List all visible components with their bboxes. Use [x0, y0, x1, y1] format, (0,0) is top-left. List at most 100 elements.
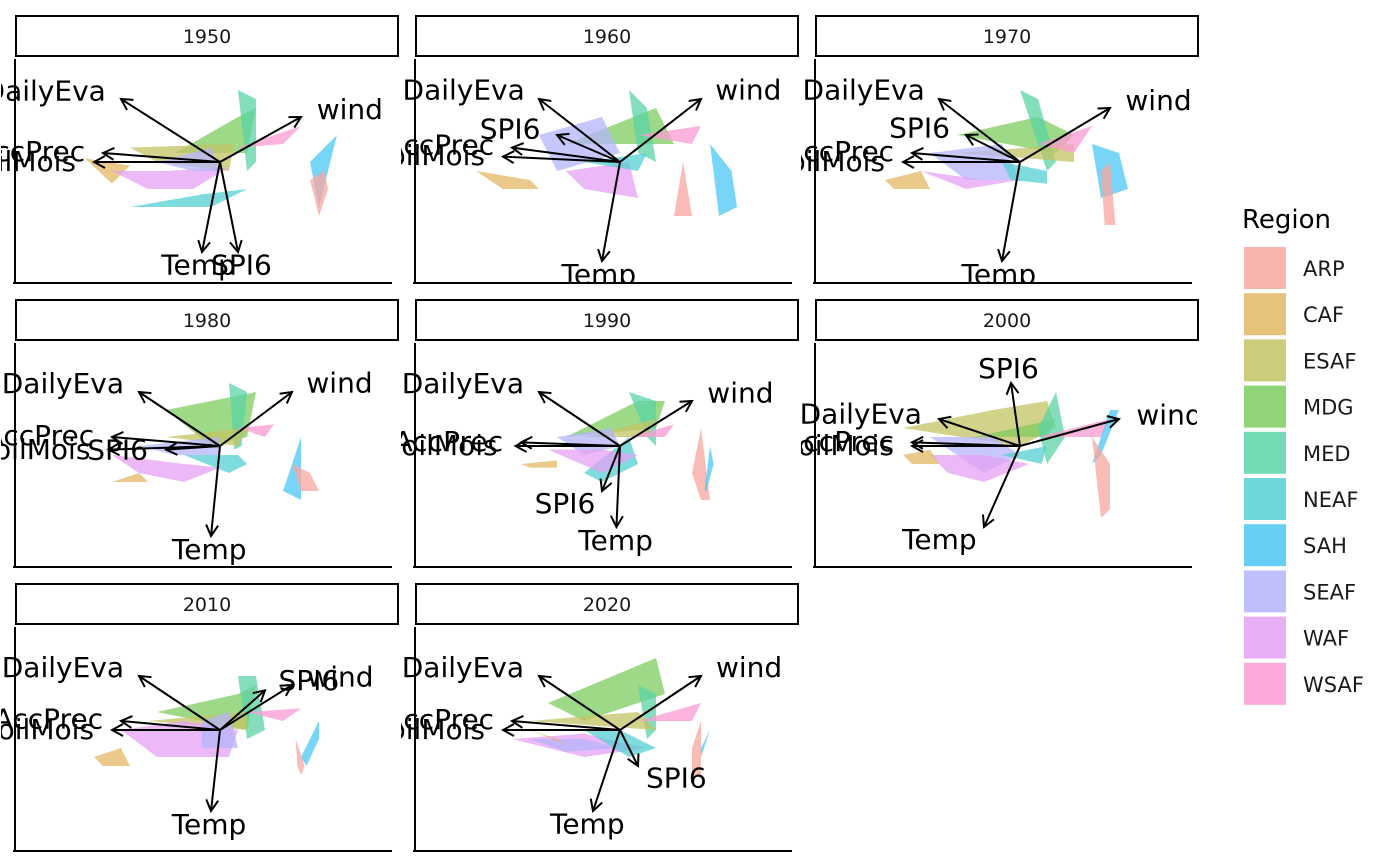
loading-label-accprec: AccPrec [785, 135, 894, 168]
facet-panels: 1950DailyEvawindAccPrecSoilMoisTempSPI61… [0, 15, 1202, 852]
legend-key-seaf [1244, 570, 1286, 613]
facet-strip-label: 1970 [983, 26, 1031, 48]
loading-label-soilmois: SoilMois [771, 145, 885, 178]
loading-label-soilmois: SoilMois [371, 139, 485, 172]
loading-arrow-temp [211, 729, 221, 811]
hull-sah [301, 721, 319, 766]
hull-sah [283, 437, 301, 500]
loading-label-wind: wind [307, 661, 373, 694]
loading-label-spi6: SPI6 [889, 112, 950, 145]
legend-key-caf [1244, 293, 1286, 336]
facet-strip [15, 15, 399, 57]
loading-label-temp: Temp [171, 533, 247, 566]
hull-caf [885, 171, 930, 189]
hull-mdg [975, 419, 1056, 437]
hull-caf [112, 473, 148, 482]
loading-label-accprec: AccPrec [0, 703, 103, 736]
loading-arrow-spi6 [219, 690, 265, 731]
loading-arrow-wind [1019, 419, 1119, 447]
hull-sah [710, 144, 737, 216]
loading-arrow-accprec [112, 437, 221, 447]
legend-key-mdg [1244, 385, 1286, 428]
hull-wsaf [238, 424, 274, 437]
loading-arrow-temp [593, 729, 621, 811]
hull-arp [310, 171, 328, 216]
legend-label-wsaf: WSAF [1303, 673, 1364, 697]
legend-key-esaf [1244, 339, 1286, 382]
loading-label-dailyeva: DailyEva [0, 75, 106, 108]
loading-arrow-dailyeva [121, 99, 221, 163]
legend-title: Region [1242, 205, 1331, 235]
loading-arrow-dailyeva [139, 676, 221, 731]
loading-arrow-temp [616, 445, 620, 527]
hull-arp [1101, 162, 1116, 225]
loading-label-dailyeva: DailyEva [403, 73, 525, 106]
facet-strip [15, 583, 399, 625]
hull-sah [704, 446, 714, 491]
loading-label-wind: wind [1125, 84, 1191, 117]
legend-label-med: MED [1303, 442, 1351, 466]
facet-strip-label: 1980 [183, 310, 231, 332]
loading-label-accprec: AccPrec [385, 129, 494, 162]
loading-label-soilmois: SoilMois [371, 713, 485, 746]
loading-label-soilmois: SoilMois [0, 713, 94, 746]
loading-label-wind: wind [1136, 398, 1202, 431]
hull-wsaf [1038, 126, 1092, 153]
loading-label-dailyeva: DailyEva [402, 651, 524, 684]
hull-wsaf [638, 126, 701, 144]
loading-arrow-wind [219, 685, 292, 731]
loading-label-dailyeva: DailyEva [2, 367, 124, 400]
legend-key-arp [1244, 247, 1286, 289]
hull-caf [94, 748, 130, 766]
loading-arrow-temp [602, 161, 621, 261]
loading-label-soilmois: SoilMois [0, 433, 90, 466]
hull-seaf [139, 437, 220, 455]
loading-label-spi6: SPI6 [480, 113, 541, 146]
legend-label-arp: ARP [1303, 257, 1345, 281]
facet-strip-label: 2010 [183, 594, 231, 616]
hull-arp [1092, 437, 1110, 518]
loading-arrow-accprec [512, 721, 621, 731]
hull-arp [692, 428, 710, 500]
hull-neaf [1002, 162, 1047, 184]
loading-arrow-wind [619, 99, 701, 163]
loading-label-wind: wind [715, 73, 781, 106]
legend-label-mdg: MDG [1303, 396, 1354, 420]
loading-label-spi6: SPI6 [211, 249, 272, 282]
loading-arrow-accprec [121, 721, 221, 731]
loading-arrow-wind [619, 401, 692, 447]
legend: Region ARP CAF ESAF MDG MED NEAF SAH SEAF WAF WSAF [1242, 205, 1364, 705]
hull-esaf [957, 144, 1074, 162]
hull-waf [112, 167, 229, 189]
loading-label-dailyeva: DailyEva [2, 651, 124, 684]
facet-strip [815, 299, 1199, 341]
hull-esaf [530, 712, 656, 730]
loading-arrow-temp [984, 445, 1021, 527]
loading-label-accprec: AccPrec [385, 703, 494, 736]
loading-arrow-temp [1002, 161, 1021, 261]
loading-label-soilmois: SoilMois [0, 145, 76, 178]
hull-arp [292, 464, 319, 491]
hull-arp [295, 739, 305, 775]
hull-wsaf [247, 708, 301, 721]
loading-arrow-wind [1019, 108, 1110, 163]
loading-label-temp: Temp [549, 807, 625, 840]
loading-arrow-spi6 [557, 135, 621, 163]
facet-strip [15, 299, 399, 341]
hull-neaf [584, 730, 656, 757]
loading-label-dailyeva: DailyEva [402, 367, 524, 400]
loading-arrow-dailyeva [139, 392, 221, 447]
hull-wsaf [1038, 419, 1110, 437]
loading-arrow-dailyeva [539, 99, 621, 163]
hull-neaf [130, 189, 247, 207]
legend-label-esaf: ESAF [1303, 349, 1356, 373]
loading-arrow-spi6 [1011, 383, 1021, 447]
hull-wsaf [638, 703, 701, 721]
